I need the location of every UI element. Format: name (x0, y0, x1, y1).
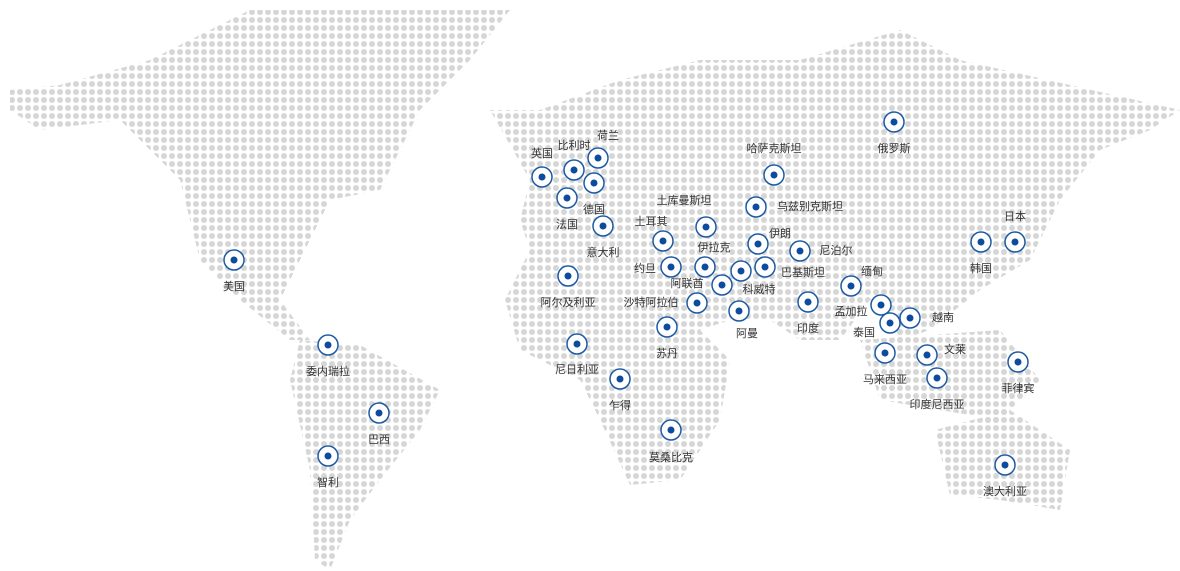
location-label: 泰国 (853, 325, 875, 339)
marker-dot (324, 341, 332, 349)
location-label: 智利 (317, 475, 339, 489)
marker-dot (599, 222, 607, 230)
location-label: 莫桑比克 (649, 451, 693, 464)
marker-dot (230, 256, 238, 264)
location-label: 约旦 (634, 262, 656, 275)
marker-dot (881, 349, 889, 357)
marker-dot (667, 426, 675, 434)
south-america (290, 340, 440, 570)
southeast-asia (860, 330, 1040, 420)
marker-dot (737, 267, 745, 275)
marker-dot (702, 223, 710, 231)
marker-dot (847, 282, 855, 290)
marker-dot (659, 237, 667, 245)
marker-dot (886, 319, 894, 327)
marker-dot (906, 314, 914, 322)
marker-dot (570, 166, 578, 174)
location-label: 孟加拉 (835, 304, 868, 318)
location-label: 沙特阿拉伯 (624, 295, 679, 309)
location-label: 俄罗斯 (878, 142, 911, 155)
location-label: 越南 (932, 310, 954, 324)
location-label: 美国 (223, 280, 245, 293)
location-label: 阿联酋 (671, 276, 704, 290)
marker-dot (594, 154, 602, 162)
marker-dot (718, 281, 726, 289)
marker-dot (563, 194, 571, 202)
marker-dot (564, 272, 572, 280)
marker-dot (735, 307, 743, 315)
marker-dot (923, 351, 931, 359)
location-label: 印度 (797, 321, 819, 335)
continents (10, 10, 1180, 570)
location-label: 尼泊尔 (820, 244, 853, 257)
location-label: 乌兹别克斯坦 (777, 199, 843, 213)
location-label: 阿尔及利亚 (541, 296, 596, 309)
location-label: 文莱 (944, 342, 966, 356)
location-label: 土耳其 (635, 215, 668, 228)
marker-dot (538, 173, 546, 181)
location-label: 比利时 (558, 139, 591, 152)
marker-dot (752, 203, 760, 211)
eurasia-africa (490, 30, 1180, 485)
location-label: 伊拉克 (698, 240, 731, 254)
location-label: 阿曼 (736, 327, 758, 340)
marker-dot (933, 374, 941, 382)
marker-dot (693, 299, 701, 307)
location-label: 法国 (556, 217, 578, 231)
location-label: 日本 (1004, 209, 1026, 223)
location-label: 巴西 (368, 433, 390, 446)
location-label: 尼日利亚 (555, 363, 599, 376)
marker-dot (761, 263, 769, 271)
location-label: 委内瑞拉 (306, 364, 350, 378)
marker-dot (701, 263, 709, 271)
location-label: 德国 (583, 202, 605, 216)
marker-dot (770, 171, 778, 179)
location-label: 意大利 (587, 245, 620, 259)
location-label: 印度尼西亚 (910, 397, 965, 411)
location-label: 菲律宾 (1002, 381, 1035, 395)
marker-dot (1014, 358, 1022, 366)
location-label: 伊朗 (769, 227, 791, 240)
marker-dot (616, 375, 624, 383)
marker-dot (890, 118, 898, 126)
marker-dot (375, 409, 383, 417)
marker-dot (804, 298, 812, 306)
location-label: 科威特 (743, 282, 776, 296)
location-label: 巴基斯坦 (781, 265, 825, 279)
marker-dot (1001, 461, 1009, 469)
marker-dot (754, 240, 762, 248)
marker-dot (796, 247, 804, 255)
location-label: 缅甸 (861, 264, 883, 278)
marker-dot (324, 452, 332, 460)
marker-dot (877, 301, 885, 309)
location-label: 马来西亚 (863, 373, 907, 386)
north-america (10, 10, 510, 340)
location-label: 土库曼斯坦 (657, 193, 712, 207)
location-label: 乍得 (609, 398, 631, 412)
marker-dot (573, 340, 581, 348)
marker-dot (1011, 238, 1019, 246)
location-label: 苏丹 (656, 347, 678, 360)
location-label: 澳大利亚 (983, 484, 1027, 498)
location-label: 英国 (531, 146, 553, 160)
location-label: 韩国 (970, 261, 992, 275)
marker-dot (667, 263, 675, 271)
location-label: 荷兰 (597, 129, 619, 142)
location-label: 哈萨克斯坦 (747, 141, 802, 155)
marker-dot (663, 323, 671, 331)
marker-dot (590, 179, 598, 187)
marker-dot (977, 238, 985, 246)
